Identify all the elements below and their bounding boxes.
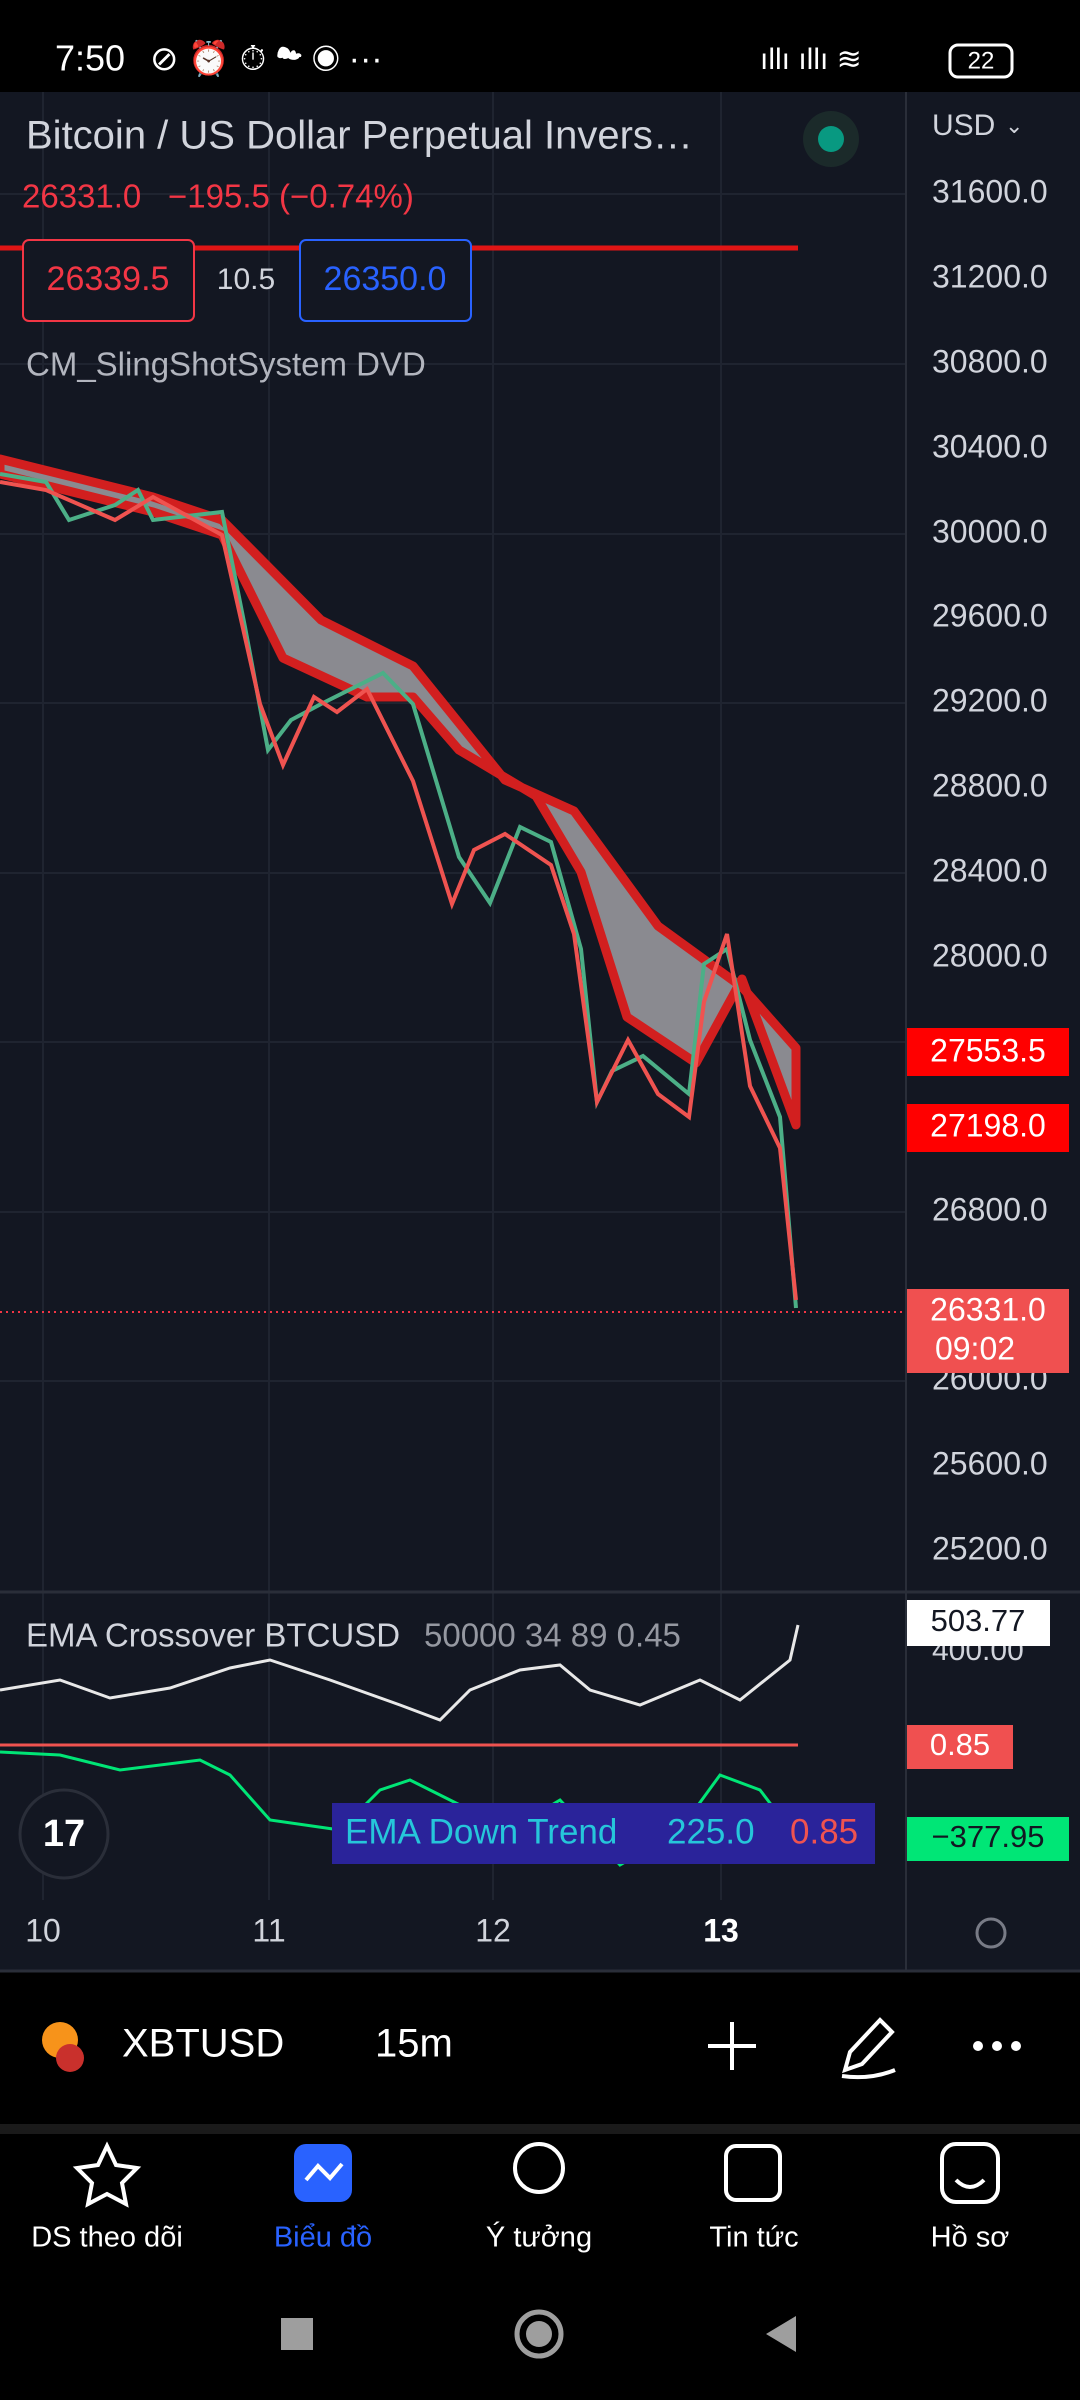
- last-price-label: 26331.0: [930, 1291, 1046, 1327]
- price-path: [0, 472, 798, 1309]
- toolbar-interval[interactable]: 15m: [375, 2022, 453, 2066]
- nav-label[interactable]: Ý tưởng: [486, 2221, 592, 2254]
- back-button[interactable]: [766, 2316, 796, 2352]
- spread: 10.5: [217, 263, 275, 296]
- time-tick-label: 11: [252, 1912, 285, 1948]
- time-tick-label: 12: [475, 1912, 511, 1948]
- currency-caret: ⌄: [1005, 113, 1023, 138]
- last-price: 26331.0: [22, 178, 141, 215]
- status-icons: ⊘ ⏰ ⏱ ☁ ◉ ···: [150, 38, 383, 78]
- nav-labels: DS theo dõi Biểu đồ Ý tưởng Tin tức Hồ sơ: [31, 2221, 1009, 2254]
- value-top: 503.77: [931, 1603, 1026, 1638]
- battery: [948, 43, 1014, 79]
- price-axis: 31600.0 31200.0 30800.0 30400.0 30000.0 29600…: [932, 173, 1048, 1566]
- price-tick-label: 29600.0: [932, 597, 1048, 633]
- last-price-box: [907, 1289, 1069, 1373]
- bid: 26339.5: [47, 260, 170, 298]
- value-top-box: [907, 1600, 1050, 1646]
- nav-label[interactable]: Biểu đồ: [274, 2222, 372, 2254]
- value-mid: 0.85: [930, 1727, 990, 1762]
- nav-label[interactable]: Hồ sơ: [931, 2222, 1010, 2254]
- ask-box[interactable]: [299, 239, 472, 322]
- legend-name: EMA Down Trend: [345, 1812, 617, 1851]
- flag-icon: [56, 2044, 84, 2072]
- countdown: 09:02: [935, 1330, 1015, 1366]
- nav-label[interactable]: Tin tức: [709, 2222, 798, 2254]
- price-tick-label: 31200.0: [932, 258, 1048, 294]
- lower-indicator: EMA Crossover BTCUSD: [26, 1617, 400, 1654]
- watchlist-icon[interactable]: [72, 2141, 142, 2208]
- ask: 26350.0: [324, 260, 447, 298]
- price-tick-label: 28000.0: [932, 937, 1048, 973]
- time-tick-label: 13: [703, 1912, 739, 1948]
- status-bar: [0, 0, 1080, 92]
- add-button[interactable]: [708, 2022, 756, 2070]
- lower-params: 50000 34 89 0.45: [424, 1617, 681, 1654]
- legend-value1: 225.0: [667, 1812, 755, 1851]
- ema-band: [0, 454, 801, 1130]
- bottom-nav: [0, 2134, 1080, 2400]
- chart-icon-line: [304, 2162, 344, 2182]
- tv-logo-mark: 17: [43, 1813, 85, 1855]
- toolbar-symbol[interactable]: XBTUSD: [122, 2022, 284, 2066]
- price-tick-label: 25600.0: [932, 1445, 1048, 1481]
- ema-line-white: [0, 1624, 800, 1722]
- bid-box[interactable]: [22, 239, 195, 322]
- price-tick-label: 29200.0: [932, 682, 1048, 718]
- nav-divider: [0, 2124, 1080, 2134]
- legend-value2: 0.85: [790, 1812, 858, 1851]
- time-tick-label: 10: [25, 1912, 61, 1948]
- ideas-icon[interactable]: [513, 2142, 565, 2194]
- time-axis: 10 11 12 13: [25, 1912, 739, 1948]
- price-change: −195.5 (−0.74%): [168, 178, 414, 215]
- status-time: 7:50: [55, 38, 125, 79]
- price-tick-label: 25200.0: [932, 1530, 1048, 1566]
- price-tick-label: 30800.0: [932, 343, 1048, 379]
- tv-logo[interactable]: [18, 1788, 110, 1880]
- recents-button[interactable]: [281, 2318, 313, 2350]
- toolbar: [0, 1973, 1080, 2124]
- currency[interactable]: USD: [932, 109, 995, 142]
- draw-button[interactable]: [841, 2017, 896, 2080]
- value-bottom: −377.95: [932, 1819, 1045, 1854]
- more-button[interactable]: [973, 2041, 1021, 2051]
- indicator-name: CM_SlingShotSystem DVD: [26, 346, 426, 383]
- value-mid-box: [907, 1725, 1013, 1769]
- marker-upper-box: [907, 1028, 1069, 1076]
- price-tick-label: 28400.0: [932, 852, 1048, 888]
- home-button[interactable]: [514, 2309, 564, 2359]
- legend-box: [332, 1803, 875, 1864]
- price-tick-label: 30400.0: [932, 428, 1048, 464]
- profile-icon[interactable]: [940, 2142, 1000, 2204]
- price-tick-label: 28800.0: [932, 767, 1048, 803]
- marker-upper: 27553.5: [930, 1032, 1046, 1068]
- price-tick-label: 30000.0: [932, 513, 1048, 549]
- price-path-down: [0, 480, 798, 1301]
- price-tick-label: 26800.0: [932, 1191, 1048, 1227]
- value-bottom-box: [907, 1817, 1069, 1861]
- chart-area: [0, 92, 1080, 1971]
- news-icon[interactable]: [724, 2144, 782, 2202]
- nav-label[interactable]: DS theo dõi: [31, 2222, 183, 2254]
- marker-lower-box: [907, 1104, 1069, 1152]
- battery-level: 22: [968, 47, 995, 74]
- grid: [0, 92, 906, 1900]
- symbol-title: Bitcoin / US Dollar Perpetual Invers…: [26, 114, 693, 158]
- signal-icons: ıllı ıllı ≋: [760, 43, 862, 76]
- status-dot: [818, 126, 844, 152]
- profile-smile: [954, 2178, 986, 2189]
- settings-icon[interactable]: [975, 1917, 1007, 1949]
- marker-lower: 27198.0: [930, 1107, 1046, 1143]
- price-tick-label: 31600.0: [932, 173, 1048, 209]
- home-button-dot: [526, 2321, 552, 2347]
